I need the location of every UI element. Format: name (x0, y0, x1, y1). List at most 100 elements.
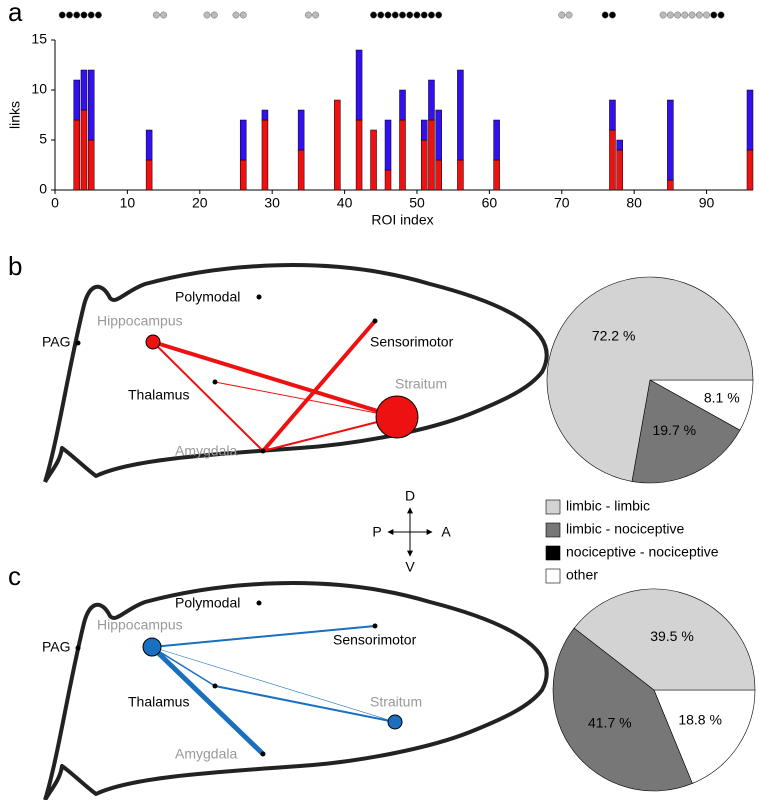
roi-marker (384, 11, 392, 19)
bar-segment (399, 89, 406, 121)
roi-marker (565, 11, 573, 19)
roi-marker (160, 11, 168, 19)
node (256, 294, 262, 300)
node (387, 714, 403, 730)
bar-segment (145, 129, 153, 161)
bar-segment (239, 119, 247, 161)
bar-segment (384, 169, 392, 191)
roi-marker (659, 11, 667, 19)
bar-segment (746, 149, 754, 191)
panel-label: b (8, 251, 22, 281)
edge (152, 340, 398, 419)
roi-marker (608, 11, 616, 19)
roi-marker (717, 11, 725, 19)
bar-segment (145, 159, 153, 191)
bar-segment (428, 79, 435, 121)
node-label: Amygdala (175, 746, 237, 762)
bar-segment (73, 119, 80, 191)
roi-marker (80, 11, 88, 19)
node (212, 379, 218, 385)
roi-marker (695, 11, 703, 19)
node-label: Hippocampus (97, 313, 183, 329)
bar-segment (355, 119, 363, 191)
node-label: Thalamus (128, 387, 189, 403)
x-axis-label: ROI index (371, 212, 433, 228)
bar-segment (457, 69, 464, 161)
compass-label: P (372, 524, 381, 540)
bar-segment (420, 139, 428, 191)
bar-segment (73, 79, 80, 121)
pie-slice (573, 588, 756, 691)
node-label: Straitum (370, 694, 422, 710)
node-label: Amygdala (175, 443, 237, 459)
roi-marker (203, 11, 211, 19)
legend-label: other (566, 567, 598, 583)
diagram-b: Polymodal Hippocampus PAG Sensorimotor T… (42, 263, 549, 484)
bar-segment (435, 109, 442, 161)
x-tick-label: 0 (51, 195, 59, 211)
roi-marker (435, 11, 443, 19)
y-tick-label: 5 (39, 131, 47, 147)
roi-marker (370, 11, 377, 19)
node (260, 751, 266, 757)
legend-swatch (545, 522, 561, 538)
x-tick-label: 60 (482, 195, 498, 211)
roi-marker (304, 11, 312, 19)
panel-label: a (8, 0, 23, 27)
x-tick-label: 90 (699, 195, 715, 211)
compass-label: V (405, 559, 415, 575)
bar-segment (457, 159, 464, 191)
node-label: Polymodal (175, 595, 240, 611)
x-tick-label: 10 (120, 195, 136, 211)
roi-marker (413, 11, 421, 19)
bar-segment (80, 109, 88, 191)
bar-segment (609, 99, 616, 131)
node (75, 645, 81, 651)
roi-marker (703, 11, 711, 19)
legend-label: nociceptive - nociceptive (566, 544, 719, 560)
y-tick-label: 0 (39, 181, 47, 197)
edges (150, 625, 396, 756)
node-label: PAG (42, 334, 71, 350)
roi-marker (399, 11, 406, 19)
compass (387, 507, 433, 557)
roi-marker (688, 11, 696, 19)
x-tick-label: 40 (337, 195, 353, 211)
x-tick-label: 50 (409, 195, 425, 211)
pie-label: 19.7 % (652, 422, 696, 438)
bar-segment (399, 119, 406, 191)
edge (214, 685, 396, 723)
x-tick-label: 30 (264, 195, 280, 211)
bar-segment (609, 129, 616, 191)
edge (150, 645, 265, 756)
node (212, 683, 218, 689)
x-tick-label: 80 (626, 195, 642, 211)
roi-marker (710, 11, 718, 19)
compass-label: D (405, 488, 415, 504)
roi-marker (428, 11, 435, 19)
edge (151, 625, 376, 648)
roi-marker (232, 11, 240, 19)
edge (151, 646, 396, 723)
roi-marker (152, 11, 160, 19)
pie-slice (653, 689, 756, 784)
roi-marker (73, 11, 81, 19)
node (260, 448, 266, 454)
pie-label: 8.1 % (704, 389, 740, 405)
node (372, 623, 378, 629)
edge (151, 646, 216, 687)
bar-segment (87, 139, 95, 191)
bar-segment (261, 119, 269, 191)
node-dots (75, 600, 378, 757)
roi-marker (558, 11, 566, 19)
node (372, 318, 378, 324)
roi-marker (210, 11, 218, 19)
roi-marker (420, 11, 428, 19)
pie-label: 72.2 % (592, 327, 636, 343)
roi-marker (94, 11, 102, 19)
node (256, 600, 262, 606)
bar-segment (297, 109, 305, 151)
bar-segment (493, 159, 500, 191)
pie-label: 18.8 % (678, 712, 722, 728)
